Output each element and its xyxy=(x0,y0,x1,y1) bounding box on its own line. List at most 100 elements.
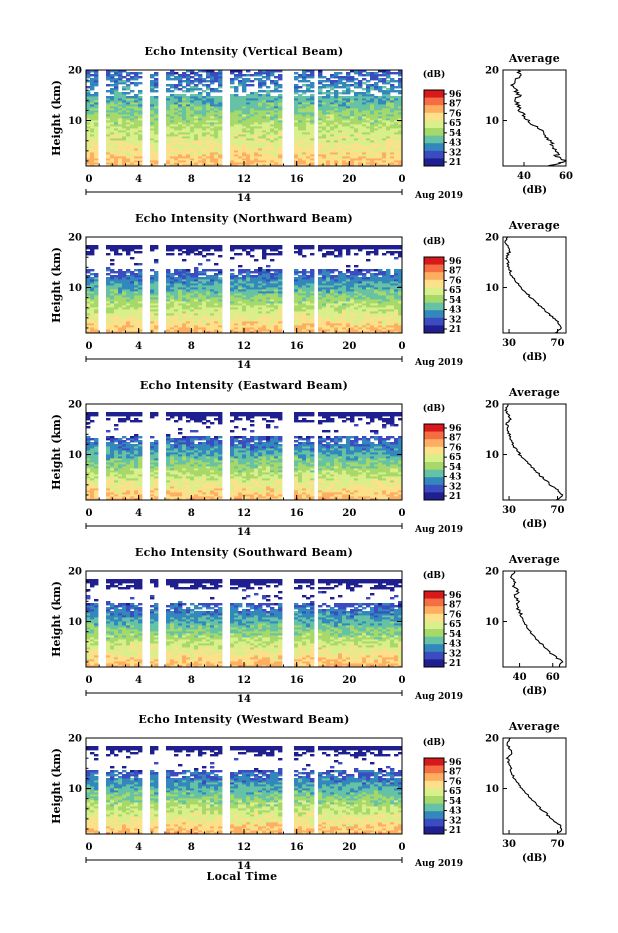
heatmap-cell xyxy=(114,78,118,80)
heatmap-cell xyxy=(150,74,154,76)
heatmap-cell xyxy=(334,90,338,92)
heatmap-cell xyxy=(270,80,274,82)
heatmap-cell xyxy=(306,275,310,277)
date-day: 14 xyxy=(237,193,251,204)
heatmap-cell xyxy=(238,96,242,98)
heatmap-cell xyxy=(318,277,322,279)
heatmap-cell xyxy=(250,84,254,86)
heatmap-cell xyxy=(374,72,378,74)
colorbar-segment xyxy=(424,136,444,144)
heatmap-cell xyxy=(322,92,326,94)
heatmap-cell xyxy=(258,90,262,92)
heatmap-cell xyxy=(378,86,382,88)
heatmap-cell xyxy=(294,84,298,86)
heatmap-cell xyxy=(394,86,398,88)
heatmap-cell xyxy=(242,74,246,76)
heatmap-cell xyxy=(182,90,186,92)
heatmap-cell xyxy=(150,275,154,277)
colorbar-segment xyxy=(424,120,444,128)
heatmap-cell xyxy=(310,94,314,96)
heatmap-cell xyxy=(182,72,186,74)
heatmap-cell xyxy=(138,82,142,84)
heatmap-cell xyxy=(94,92,98,94)
heatmap-cell xyxy=(210,88,214,90)
heatmap-cell xyxy=(138,76,142,78)
heatmap-cell xyxy=(358,277,362,279)
heatmap-cell xyxy=(198,271,202,273)
heatmap-cell xyxy=(234,86,238,88)
colorbar-label: 96 xyxy=(449,90,462,100)
heatmap-cell xyxy=(378,78,382,80)
avg-x-tick-label: 40 xyxy=(517,171,531,182)
heatmap-cell xyxy=(294,76,298,78)
heatmap-cell xyxy=(310,90,314,92)
heatmap-cell xyxy=(202,78,206,80)
panel-2: Echo Intensity (Northward Beam)2010Heigh… xyxy=(50,212,566,371)
heatmap-cell xyxy=(330,92,334,94)
heatmap-cell xyxy=(242,96,246,98)
heatmap-cell xyxy=(278,94,282,96)
heatmap-cell xyxy=(338,72,342,74)
heatmap-cell xyxy=(170,94,174,96)
heatmap-cell xyxy=(186,74,190,76)
colorbar-unit: (dB) xyxy=(423,69,445,80)
heatmap-cell xyxy=(262,90,266,92)
heatmap-cell xyxy=(346,96,350,98)
heatmap-cell xyxy=(374,273,378,275)
heatmap-cell xyxy=(306,80,310,82)
heatmap-cell xyxy=(294,277,298,279)
heatmap-cell xyxy=(126,92,130,94)
heatmap-cell xyxy=(342,96,346,98)
heatmap-cell xyxy=(390,72,394,74)
heatmap-cell xyxy=(174,72,178,74)
heatmap-cell xyxy=(150,96,154,98)
heatmap-cell xyxy=(390,78,394,80)
heatmap-cell xyxy=(174,94,178,96)
heatmap-cell xyxy=(170,90,174,92)
x-tick-label: 12 xyxy=(237,174,251,185)
heatmap-cell xyxy=(194,94,198,96)
heatmap-cell xyxy=(246,84,250,86)
heatmap-cell xyxy=(298,74,302,76)
heatmap-cell xyxy=(230,94,234,96)
heatmap-cell xyxy=(194,84,198,86)
heatmap-cell xyxy=(378,96,382,98)
heatmap-cell xyxy=(298,94,302,96)
heatmap-cell xyxy=(214,72,218,74)
heatmap-cell xyxy=(238,80,242,82)
heatmap-cell xyxy=(114,275,118,277)
heatmap-cell xyxy=(190,273,194,275)
heatmap-cell xyxy=(122,86,126,88)
heatmap-cell xyxy=(354,92,358,94)
heatmap-cell xyxy=(298,275,302,277)
heatmap-cell xyxy=(190,80,194,82)
heatmap-cell xyxy=(242,78,246,80)
heatmap-cell xyxy=(234,74,238,76)
heatmap-cell xyxy=(174,84,178,86)
heatmap-cell xyxy=(126,96,130,98)
heatmap-cell xyxy=(362,92,366,94)
heatmap-cell xyxy=(294,72,298,74)
colorbar-label: 65 xyxy=(449,119,462,129)
heatmap-cell xyxy=(342,82,346,84)
heatmap-cell xyxy=(166,72,170,74)
heatmap-cell xyxy=(326,84,330,86)
heatmap-cell xyxy=(318,96,322,98)
heatmap-cell xyxy=(390,84,394,86)
heatmap-cell xyxy=(254,275,258,277)
heatmap-cell xyxy=(242,275,246,277)
heatmap-cell xyxy=(110,96,114,98)
colorbar-segment xyxy=(424,143,444,151)
heatmap-cell xyxy=(178,88,182,90)
heatmap-cell xyxy=(202,277,206,279)
heatmap-cell xyxy=(130,271,134,273)
heatmap-cell xyxy=(166,88,170,90)
heatmap-cell xyxy=(274,80,278,82)
heatmap-cell xyxy=(106,90,110,92)
heatmap-cell xyxy=(110,74,114,76)
heatmap-cell xyxy=(306,74,310,76)
heatmap-cell xyxy=(154,72,158,74)
heatmap-cell xyxy=(326,78,330,80)
